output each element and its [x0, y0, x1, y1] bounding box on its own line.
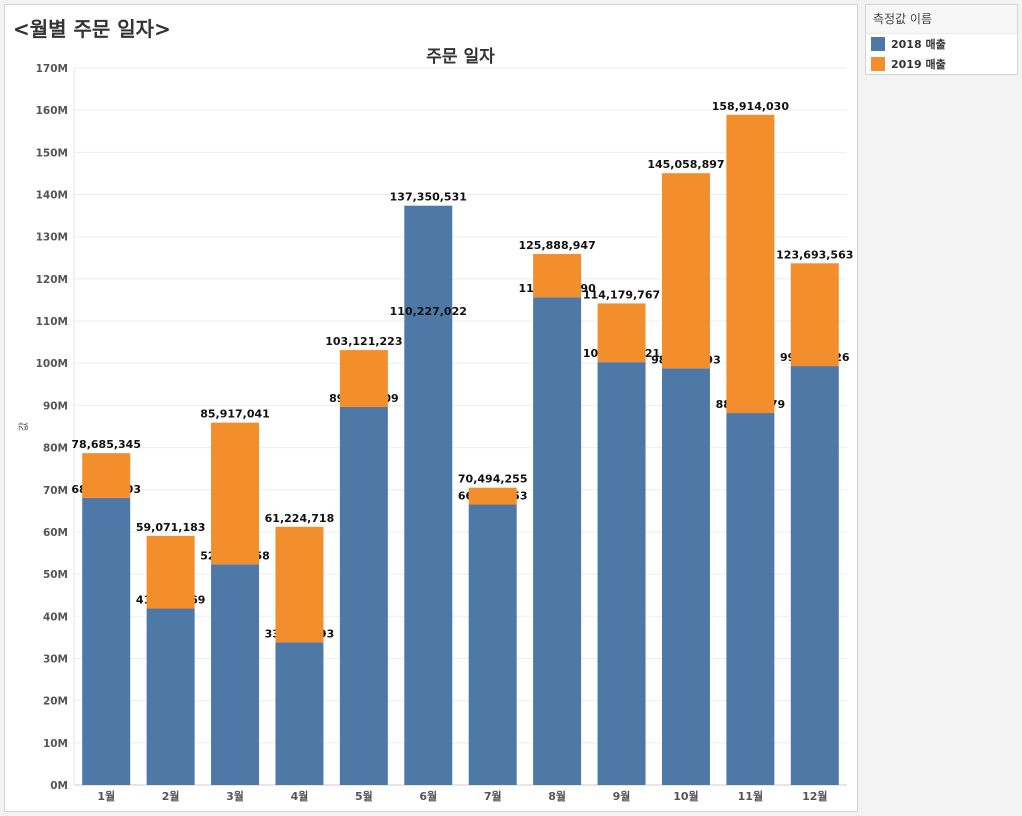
data-label: 85,917,041	[200, 408, 270, 421]
bar-segment-2019	[211, 422, 260, 565]
data-label: 61,224,718	[265, 512, 335, 525]
bar-segment-2018	[146, 608, 195, 785]
data-label: 70,494,255	[458, 473, 528, 486]
data-label: 103,121,223	[325, 335, 402, 348]
bar-segment-2019	[790, 263, 839, 367]
bar-segment-2018	[597, 362, 646, 785]
bar-segment-2019	[468, 487, 517, 505]
legend-swatch-2019	[871, 57, 885, 71]
x-tick-label: 4월	[291, 789, 309, 803]
bar-segment-2018	[404, 205, 453, 786]
data-label: 110,227,022	[390, 305, 467, 318]
y-tick-label: 160M	[36, 105, 68, 117]
legend-panel: 측정값 이름 2018 매출 2019 매출	[865, 4, 1018, 75]
x-tick-label: 11월	[738, 789, 763, 803]
bar-segment-2019	[726, 114, 775, 414]
bar-segment-2018	[790, 366, 839, 785]
x-tick-label: 12월	[802, 789, 827, 803]
bar-segment-2019	[339, 350, 388, 407]
bar-segment-2018	[275, 642, 324, 785]
y-axis-label: 값	[18, 422, 30, 431]
y-tick-label: 40M	[43, 611, 68, 623]
y-tick-label: 0M	[50, 780, 68, 792]
bar-segment-2018	[533, 297, 582, 785]
x-tick-label: 3월	[226, 789, 244, 803]
legend-swatch-2018	[871, 37, 885, 51]
y-tick-label: 120M	[36, 274, 68, 286]
bar-segment-2019	[275, 526, 324, 643]
legend-item-2019[interactable]: 2019 매출	[866, 54, 1017, 74]
x-tick-label: 8월	[548, 789, 566, 803]
legend-title: 측정값 이름	[866, 5, 1017, 34]
legend-label-2018: 2018 매출	[891, 38, 946, 51]
y-tick-label: 170M	[36, 63, 68, 75]
y-tick-label: 140M	[36, 190, 68, 202]
bar-segment-2018	[726, 413, 775, 785]
data-label: 145,058,897	[647, 158, 724, 171]
data-label: 78,685,345	[71, 438, 141, 451]
y-tick-label: 50M	[43, 569, 68, 581]
bar-segment-2019	[82, 453, 131, 498]
data-label: 137,350,531	[390, 191, 467, 204]
data-label: 114,179,767	[583, 288, 660, 301]
sheet-title: <월별 주문 일자>	[13, 17, 171, 41]
x-tick-label: 7월	[484, 789, 502, 803]
y-tick-label: 80M	[43, 443, 68, 455]
legend-item-2018[interactable]: 2018 매출	[866, 34, 1017, 54]
data-label: 125,888,947	[519, 239, 596, 252]
y-tick-label: 20M	[43, 696, 68, 708]
x-tick-label: 9월	[613, 789, 631, 803]
x-tick-label: 2월	[162, 789, 180, 803]
y-tick-label: 100M	[36, 358, 68, 370]
bar-segment-2019	[661, 173, 710, 369]
x-tick-label: 5월	[355, 789, 373, 803]
bar-segment-2018	[661, 368, 710, 785]
bar-segment-2019	[533, 254, 582, 298]
y-tick-label: 10M	[43, 738, 68, 750]
legend-label-2019: 2019 매출	[891, 58, 946, 71]
y-tick-label: 110M	[36, 316, 68, 328]
bar-segment-2019	[597, 303, 646, 363]
data-label: 123,693,563	[776, 248, 853, 261]
bar-segment-2018	[339, 406, 388, 785]
y-tick-label: 60M	[43, 527, 68, 539]
data-label: 158,914,030	[712, 100, 790, 113]
y-tick-label: 30M	[43, 653, 68, 665]
x-tick-label: 10월	[673, 789, 698, 803]
bar-segment-2018	[211, 564, 260, 785]
x-tick-label: 6월	[419, 789, 437, 803]
x-tick-label: 1월	[97, 789, 115, 803]
y-tick-label: 90M	[43, 400, 68, 412]
data-label: 59,071,183	[136, 521, 206, 534]
y-tick-label: 130M	[36, 232, 68, 244]
y-tick-label: 150M	[36, 147, 68, 159]
bar-segment-2018	[82, 497, 131, 785]
bar-segment-2018	[468, 504, 517, 785]
bar-segment-2019	[146, 535, 195, 609]
chart-title: 주문 일자	[426, 47, 495, 67]
stacked-bar-chart: 주문 일자값 0M 10M 20M 30M 40M 50M 60M 70M 80M 90M 100M 1…	[18, 47, 853, 803]
y-tick-label: 70M	[43, 485, 68, 497]
